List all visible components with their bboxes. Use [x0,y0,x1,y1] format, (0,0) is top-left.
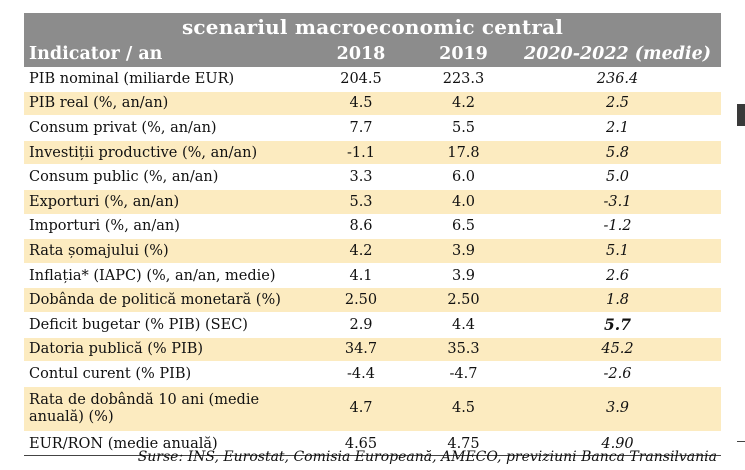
row-label: Deficit bugetar (% PIB) (SEC) [24,312,309,338]
value-2020-2022: 2.5 [514,91,722,117]
table-row: Rata de dobândă 10 ani (medie anuală) (%… [24,386,722,432]
table-row: Inflația* (IAPC) (%, an/an, medie) 4.1 3… [24,263,722,289]
table-row: Contul curent (% PIB) -4.4 -4.7 -2.6 [24,361,722,387]
value-2018: 2.9 [309,312,413,338]
value-2020-2022: 5.1 [514,238,722,264]
value-2019: 4.2 [413,91,514,117]
value-2019: 6.5 [413,214,514,240]
row-label: EUR/RON (medie anuală) [24,431,309,457]
row-label: Consum public (%, an/an) [24,164,309,190]
value-2020-2022: 2.1 [514,115,722,141]
value-2018: 204.5 [309,67,413,92]
value-2020-2022: 5.0 [514,164,722,190]
table-row: Consum privat (%, an/an) 7.7 5.5 2.1 [24,115,722,141]
row-label: Investiții productive (%, an/an) [24,140,309,166]
value-2020-2022: -1.2 [514,214,722,240]
value-2019: 4.5 [413,386,514,432]
table-row: PIB nominal (miliarde EUR) 204.5 223.3 2… [24,67,722,92]
value-2019: 4.75 [413,431,514,457]
row-label: PIB real (%, an/an) [24,91,309,117]
row-label: Dobânda de politică monetară (%) [24,287,309,313]
value-2018: 4.5 [309,91,413,117]
table-row: Investiții productive (%, an/an) -1.1 17… [24,140,722,166]
value-2020-2022: 3.9 [514,386,722,432]
table-row: Dobânda de politică monetară (%) 2.50 2.… [24,287,722,313]
value-2018: 3.3 [309,164,413,190]
value-2019: 2.50 [413,287,514,313]
value-2018: 4.1 [309,263,413,289]
value-2018: 2.50 [309,287,413,313]
row-label: Importuri (%, an/an) [24,214,309,240]
value-2019: 223.3 [413,67,514,92]
table-row: PIB real (%, an/an) 4.5 4.2 2.5 [24,91,722,117]
row-label: Consum privat (%, an/an) [24,115,309,141]
value-2018: 4.65 [309,431,413,457]
value-2019: 4.0 [413,189,514,215]
value-2018: 34.7 [309,337,413,363]
value-2018: 7.7 [309,115,413,141]
value-2019: 17.8 [413,140,514,166]
value-2020-2022: 1.8 [514,287,722,313]
side-rule [737,441,745,442]
table-row: Importuri (%, an/an) 8.6 6.5 -1.2 [24,214,722,240]
row-label: PIB nominal (miliarde EUR) [24,67,309,92]
value-2020-2022: -2.6 [514,361,722,387]
table-row: Deficit bugetar (% PIB) (SEC) 2.9 4.4 5.… [24,312,722,338]
source-note: Surse: INS, Eurostat, Comisia Europeană,… [137,449,717,465]
row-label: Rata șomajului (%) [24,238,309,264]
row-label: Inflația* (IAPC) (%, an/an, medie) [24,263,309,289]
value-2020-2022: 2.6 [514,263,722,289]
table-row: EUR/RON (medie anuală) 4.65 4.75 4.90 [24,431,722,457]
value-2020-2022: -3.1 [514,189,722,215]
value-2019: 35.3 [413,337,514,363]
value-2018: 4.2 [309,238,413,264]
value-2018: 8.6 [309,214,413,240]
column-header-indicator: Indicator / an [24,41,309,67]
value-2019: -4.7 [413,361,514,387]
row-label: Exporturi (%, an/an) [24,189,309,215]
table-title: scenariul macroeconomic central [24,13,722,41]
row-label: Contul curent (% PIB) [24,361,309,387]
value-2020-2022: 45.2 [514,337,722,363]
value-2018: 4.7 [309,386,413,432]
macro-scenario-table: scenariul macroeconomic central Indicato… [24,13,722,457]
row-label: Datoria publică (% PIB) [24,337,309,363]
value-2018: -1.1 [309,140,413,166]
table-row: Rata șomajului (%) 4.2 3.9 5.1 [24,238,722,264]
value-2018: 5.3 [309,189,413,215]
value-2020-2022: 4.90 [514,431,722,457]
column-header-2020-2022: 2020-2022 (medie) [514,41,722,67]
value-2019: 3.9 [413,238,514,264]
value-2019: 4.4 [413,312,514,338]
value-2020-2022: 5.7 [514,312,722,338]
column-header-2018: 2018 [309,41,413,67]
value-2020-2022: 236.4 [514,67,722,92]
value-2018: -4.4 [309,361,413,387]
row-label: Rata de dobândă 10 ani (medie anuală) (%… [24,386,309,432]
value-2019: 6.0 [413,164,514,190]
value-2019: 3.9 [413,263,514,289]
macro-table-container: scenariul macroeconomic central Indicato… [24,13,722,457]
value-2019: 5.5 [413,115,514,141]
side-edge-marker [737,104,745,126]
column-header-2019: 2019 [413,41,514,67]
value-2020-2022: 5.8 [514,140,722,166]
table-row: Consum public (%, an/an) 3.3 6.0 5.0 [24,164,722,190]
table-row: Datoria publică (% PIB) 34.7 35.3 45.2 [24,337,722,363]
table-row: Exporturi (%, an/an) 5.3 4.0 -3.1 [24,189,722,215]
